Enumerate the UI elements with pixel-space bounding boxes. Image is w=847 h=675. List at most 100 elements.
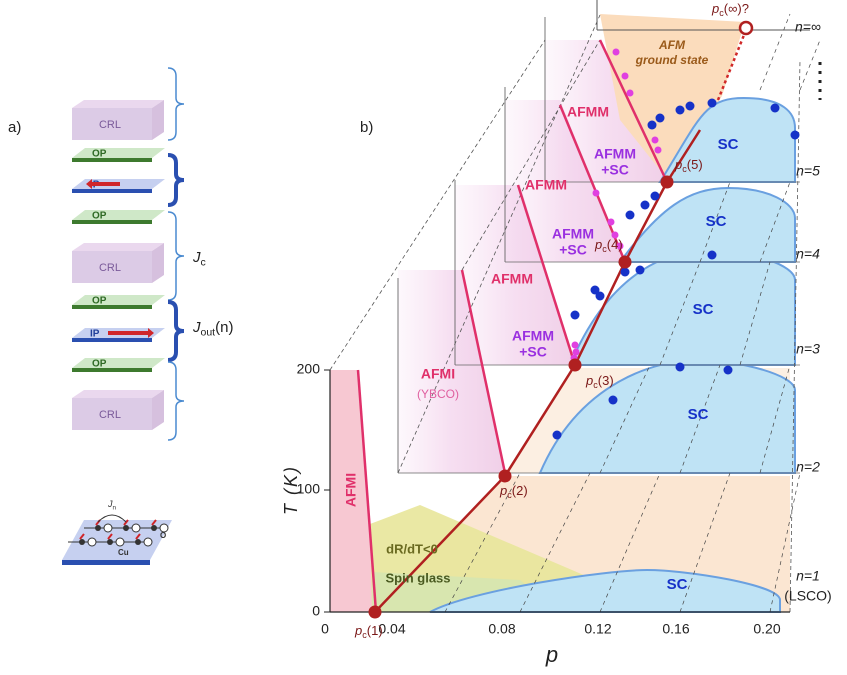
base: J bbox=[192, 319, 201, 336]
region-label: Spin glass bbox=[385, 570, 450, 585]
afm-point bbox=[572, 348, 580, 356]
op-edge bbox=[72, 305, 152, 309]
label: Cu bbox=[118, 548, 129, 557]
sc-point bbox=[590, 285, 600, 295]
spin-arrow-head bbox=[148, 328, 154, 338]
op-plane bbox=[72, 295, 165, 305]
sc-point bbox=[675, 105, 685, 115]
brace bbox=[167, 153, 185, 207]
sub: out bbox=[201, 326, 216, 338]
region-label: AFMM bbox=[491, 271, 533, 287]
op-edge bbox=[72, 158, 152, 162]
brace bbox=[167, 67, 185, 141]
region-label: AFM bbox=[658, 38, 686, 52]
o-atom bbox=[143, 537, 153, 547]
y-tick-label: 0 bbox=[312, 603, 320, 619]
region-label: +SC bbox=[559, 242, 587, 258]
critical-point bbox=[568, 358, 582, 372]
sc-point bbox=[685, 101, 695, 111]
region-label: SC bbox=[706, 213, 727, 230]
afm-region bbox=[398, 270, 505, 473]
sc-point bbox=[655, 113, 665, 123]
region-label: AFMM bbox=[594, 146, 636, 162]
crl-side bbox=[152, 390, 164, 430]
base: p bbox=[354, 623, 362, 638]
arg: (4) bbox=[607, 237, 623, 252]
o-atom bbox=[131, 523, 141, 533]
arg: (1) bbox=[367, 623, 383, 638]
afmi-region bbox=[330, 370, 376, 612]
symbol-label: pc(3) bbox=[585, 373, 614, 390]
spin bbox=[107, 533, 113, 540]
symbol-label: Jout(n) bbox=[192, 319, 233, 338]
grid-line bbox=[699, 181, 731, 263]
o-atom bbox=[103, 523, 113, 533]
grid-line bbox=[739, 261, 771, 366]
crl-front bbox=[72, 251, 152, 283]
region-label: AFMM bbox=[525, 177, 567, 193]
afm-ground-region bbox=[600, 14, 745, 180]
base: J bbox=[107, 499, 113, 509]
base: p bbox=[711, 1, 719, 16]
afm-point bbox=[607, 218, 615, 226]
x-tick-label: 0.16 bbox=[662, 621, 689, 637]
ip-edge bbox=[72, 338, 152, 342]
critical-point bbox=[368, 605, 382, 619]
grid-line bbox=[799, 39, 821, 91]
x-tick-label: 0 bbox=[321, 621, 329, 637]
inset-edge bbox=[62, 560, 150, 565]
crl-top bbox=[72, 243, 164, 251]
sc-point bbox=[640, 200, 650, 210]
afm-point bbox=[616, 242, 624, 250]
critical-line bbox=[374, 129, 702, 613]
op-plane bbox=[72, 148, 165, 158]
layer-label: n=1 bbox=[796, 568, 820, 584]
afm-point bbox=[654, 146, 662, 154]
symbol-label: pc(1) bbox=[354, 623, 383, 640]
sc-point bbox=[608, 395, 618, 405]
arg: (5) bbox=[687, 157, 703, 172]
cu-atom bbox=[151, 525, 157, 531]
sub: c bbox=[593, 380, 598, 390]
afm-boundary bbox=[516, 184, 577, 366]
x-tick-label: 0.20 bbox=[753, 621, 780, 637]
guide-line bbox=[461, 39, 601, 271]
region-label: AFMI bbox=[421, 366, 455, 382]
label: O bbox=[160, 531, 166, 540]
crl-front bbox=[72, 108, 152, 140]
sc-point bbox=[707, 98, 717, 108]
layer-label: CRL bbox=[99, 262, 121, 274]
label: b) bbox=[360, 119, 373, 136]
base: p bbox=[674, 157, 682, 172]
sc-point bbox=[625, 210, 635, 220]
grid-line bbox=[679, 364, 721, 474]
base: p bbox=[594, 237, 602, 252]
layer-label: IP bbox=[90, 329, 100, 340]
layer-label: OP bbox=[92, 359, 107, 370]
sc-point bbox=[552, 430, 562, 440]
sub: n bbox=[113, 504, 117, 511]
sub: c bbox=[201, 256, 206, 268]
sc-dome bbox=[658, 96, 796, 183]
afm-region bbox=[545, 40, 667, 182]
brace bbox=[167, 361, 185, 441]
spin bbox=[151, 519, 157, 526]
guide-line bbox=[329, 39, 546, 371]
grid-line bbox=[759, 181, 791, 263]
afm-point bbox=[612, 48, 620, 56]
grid-line bbox=[599, 364, 651, 474]
ip-edge bbox=[72, 189, 152, 193]
label: a) bbox=[8, 119, 21, 136]
crl-side bbox=[152, 243, 164, 283]
afm-boundary bbox=[460, 269, 507, 474]
grid-line bbox=[659, 261, 701, 366]
cu-atom bbox=[79, 539, 85, 545]
layer-label: n=∞ bbox=[795, 19, 821, 35]
spin bbox=[79, 533, 85, 540]
afm-point bbox=[592, 189, 600, 197]
sc-point bbox=[635, 265, 645, 275]
region-label: SC bbox=[667, 576, 688, 593]
region-label: SC bbox=[718, 136, 739, 153]
y-tick-label: 200 bbox=[297, 361, 321, 377]
